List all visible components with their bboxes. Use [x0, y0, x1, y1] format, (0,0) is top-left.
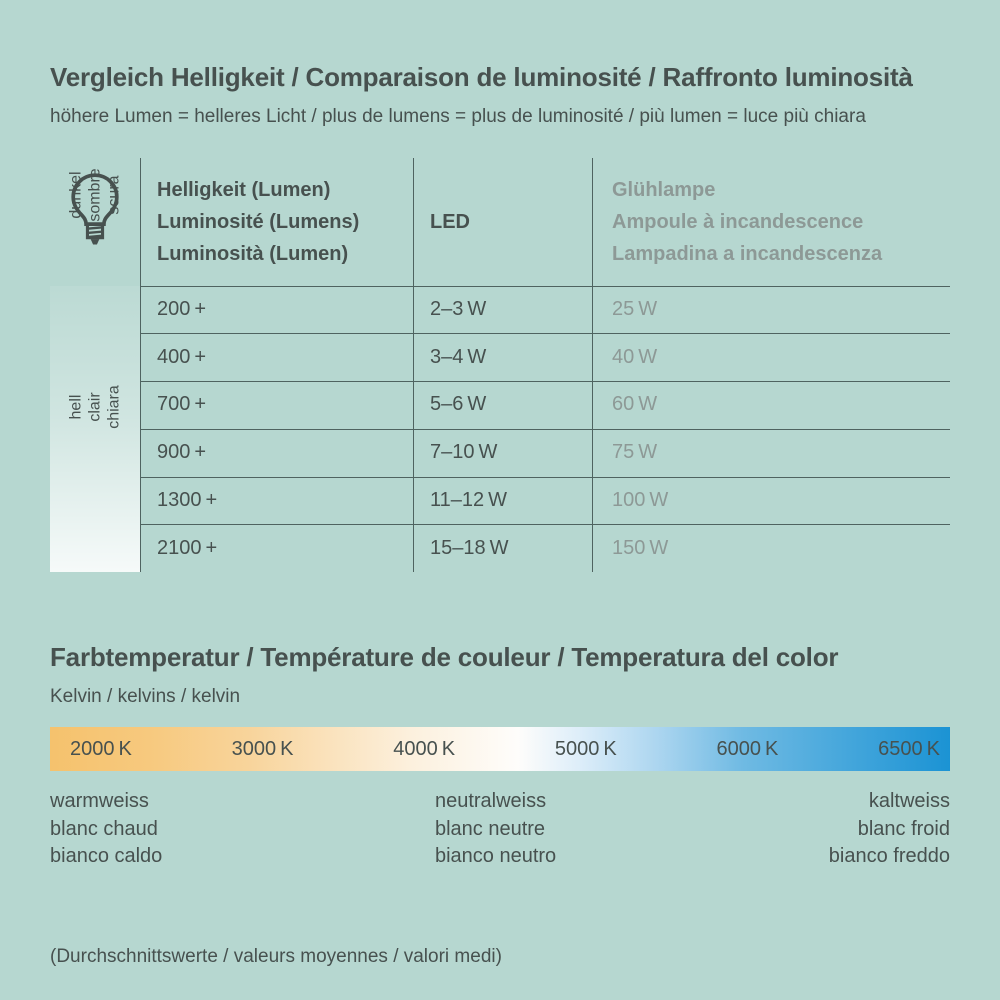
row-spacer	[50, 429, 140, 477]
table-horizontal-line	[140, 476, 950, 478]
warm-white-it: bianco caldo	[50, 845, 163, 867]
led-watt-value: 7–10 W	[430, 441, 498, 464]
kelvin-tick-2000: 2000 K	[70, 737, 132, 760]
cold-white-fr: blanc froid	[857, 817, 950, 840]
neutral-white-it: bianco neutro	[434, 845, 557, 867]
dark-to-bright-gradient-strip	[50, 285, 140, 572]
lumen-value: 400 +	[157, 345, 207, 368]
brightness-section-title: Vergleich Helligkeit / Comparaison de lu…	[50, 62, 913, 92]
warm-white-label: warmweiss blanc chaud bianco caldo	[50, 788, 162, 871]
kelvin-tick-5000: 5000 K	[554, 737, 617, 760]
table-vertical-line	[140, 158, 141, 572]
incandescent-watt-value: 150 W	[612, 536, 669, 559]
lumen-value: 900 +	[157, 441, 207, 464]
table-vertical-line	[413, 158, 414, 572]
led-watt-value: 2–3 W	[430, 297, 487, 320]
incandescent-watt-value: 40 W	[612, 345, 658, 368]
kelvin-tick-3000: 3000 K	[231, 737, 294, 760]
warm-white-de: warmweiss	[50, 790, 149, 812]
lumen-value: 1300 +	[157, 488, 218, 511]
lumen-value: 2100 +	[157, 536, 218, 559]
average-values-footnote: (Durchschnittswerte / valeurs moyennes /…	[50, 946, 502, 967]
column-header-incandescent: Glühlampe Ampoule à incandescence Lampad…	[592, 158, 950, 286]
incandescent-watt-value: 25 W	[612, 297, 658, 320]
table-horizontal-line	[140, 333, 950, 335]
led-watt-value: 11–12 W	[430, 488, 508, 511]
kelvin-tick-4000: 4000 K	[393, 737, 456, 760]
temperature-section-title: Farbtemperatur / Température de couleur …	[50, 642, 839, 672]
row-spacer	[50, 381, 140, 429]
table-horizontal-line	[140, 428, 950, 430]
temperature-section-subtitle: Kelvin / kelvins / kelvin	[50, 686, 241, 707]
column-header-lumen: Helligkeit (Lumen) Luminosité (Lumens) L…	[140, 158, 413, 286]
neutral-white-label: neutralweiss blanc neutre bianco neutro	[435, 788, 556, 871]
cold-white-it: bianco freddo	[828, 845, 950, 867]
column-header-incandescent-fr: Ampoule à incandescence	[612, 210, 864, 233]
led-watt-value: 5–6 W	[430, 393, 487, 416]
white-tone-labels: warmweiss blanc chaud bianco caldo neutr…	[50, 788, 950, 871]
column-header-led: LED	[413, 158, 592, 286]
neutral-white-fr: blanc neutre	[434, 817, 546, 840]
lumen-value: 700 +	[157, 393, 207, 416]
cold-white-de: kaltweiss	[868, 790, 950, 812]
led-watt-value: 3–4 W	[430, 345, 487, 368]
kelvin-tick-6000: 6000 K	[716, 737, 779, 760]
neutral-white-de: neutralweiss	[434, 790, 547, 812]
row-spacer	[50, 333, 140, 381]
column-header-led-label: LED	[430, 210, 470, 233]
row-spacer	[50, 477, 140, 525]
column-header-incandescent-de: Glühlampe	[612, 178, 716, 201]
column-header-lumen-it: Luminosità (Lumen)	[157, 242, 349, 265]
column-header-lumen-fr: Luminosité (Lumens)	[157, 210, 360, 233]
table-horizontal-line	[140, 381, 950, 382]
brightness-comparison-table: dunkel sombre scura hell clair chiara	[50, 158, 950, 572]
row-spacer	[50, 524, 140, 572]
lumen-value: 200 +	[157, 297, 207, 320]
kelvin-tick-6500: 6500 K	[878, 737, 940, 760]
bulb-icon-cell	[50, 158, 140, 286]
incandescent-watt-value: 60 W	[612, 393, 658, 416]
column-header-incandescent-it: Lampadina a incandescenza	[612, 242, 883, 265]
incandescent-watt-value: 100 W	[612, 488, 669, 511]
kelvin-scale-bar: 2000 K 3000 K 4000 K 5000 K 6000 K 6500 …	[50, 727, 950, 771]
table-horizontal-line	[140, 524, 950, 526]
row-spacer	[50, 286, 140, 334]
table-vertical-line	[592, 158, 593, 572]
cold-white-label: kaltweiss blanc froid bianco freddo	[829, 788, 950, 871]
column-header-lumen-de: Helligkeit (Lumen)	[157, 178, 331, 201]
table-horizontal-line	[140, 285, 950, 287]
incandescent-watt-value: 75 W	[612, 441, 658, 464]
light-bulb-icon	[71, 173, 119, 245]
led-watt-value: 15–18 W	[430, 536, 509, 559]
warm-white-fr: blanc chaud	[50, 817, 158, 840]
brightness-section-subtitle: höhere Lumen = helleres Licht / plus de …	[50, 106, 866, 127]
